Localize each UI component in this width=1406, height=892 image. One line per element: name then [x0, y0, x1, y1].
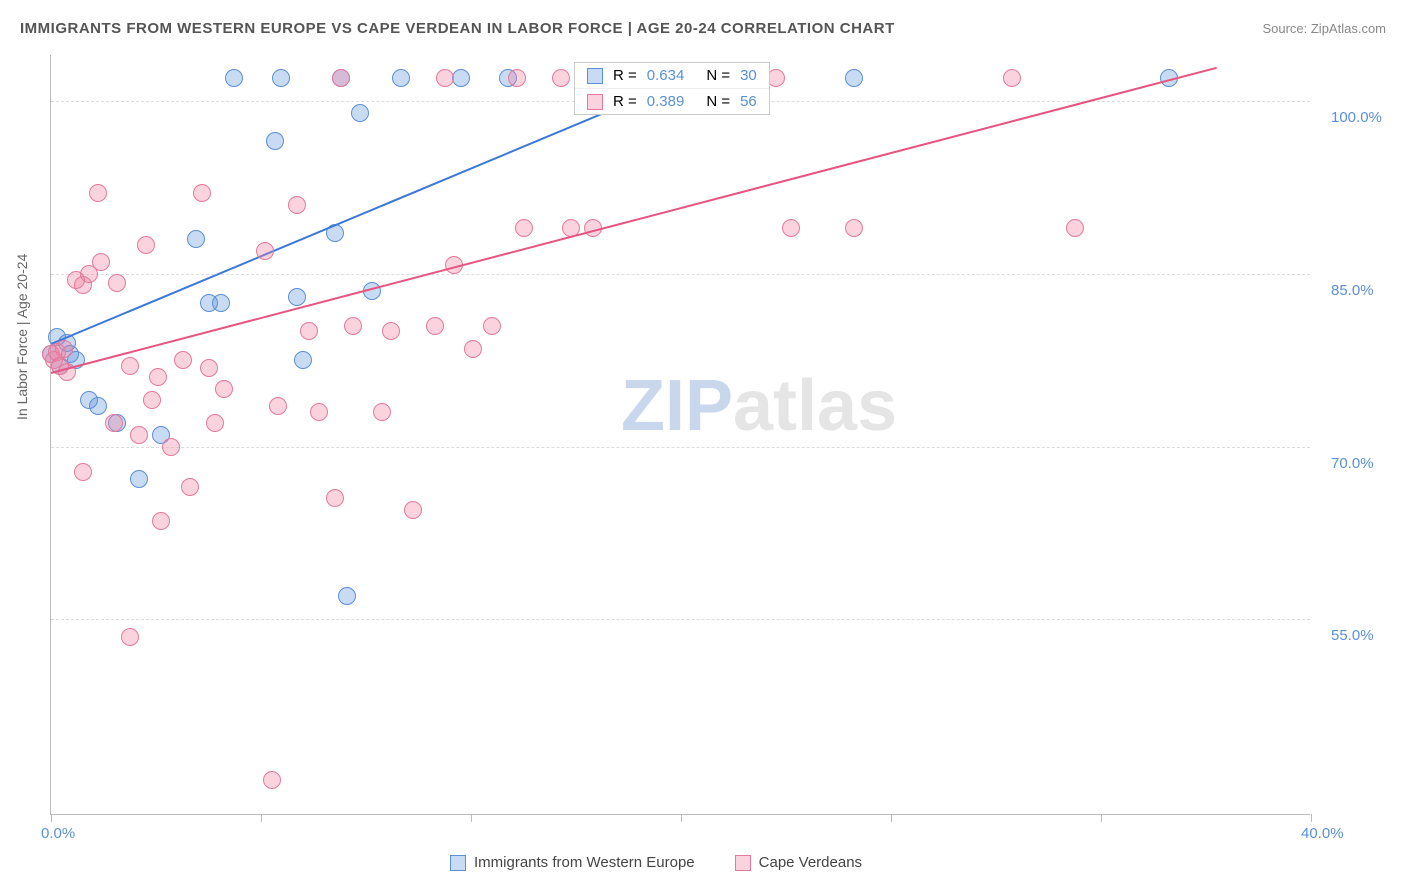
scatter-point — [404, 501, 422, 519]
scatter-point — [121, 357, 139, 375]
scatter-point — [215, 380, 233, 398]
scatter-point — [266, 132, 284, 150]
title-bar: IMMIGRANTS FROM WESTERN EUROPE VS CAPE V… — [20, 20, 1386, 37]
gridline — [51, 274, 1310, 275]
series-legend: Immigrants from Western Europe Cape Verde… — [450, 854, 862, 871]
scatter-point — [464, 340, 482, 358]
xtick — [471, 814, 472, 822]
scatter-point — [74, 463, 92, 481]
ytick-label: 100.0% — [1331, 109, 1382, 126]
scatter-point — [162, 438, 180, 456]
scatter-point — [436, 69, 454, 87]
scatter-point — [149, 368, 167, 386]
scatter-point — [206, 414, 224, 432]
scatter-chart: ZIPatlas 55.0%70.0%85.0%100.0%0.0%40.0% — [50, 55, 1310, 815]
legend-swatch — [587, 68, 603, 84]
scatter-point — [294, 351, 312, 369]
scatter-point — [181, 478, 199, 496]
scatter-point — [108, 274, 126, 292]
scatter-point — [143, 391, 161, 409]
scatter-point — [344, 317, 362, 335]
ytick-label: 70.0% — [1331, 455, 1374, 472]
scatter-point — [269, 397, 287, 415]
xtick-label: 0.0% — [41, 825, 75, 842]
scatter-point — [89, 397, 107, 415]
legend-row: R =0.634N =30 — [575, 63, 769, 88]
scatter-point — [256, 242, 274, 260]
source-label: Source: ZipAtlas.com — [1262, 21, 1386, 36]
scatter-point — [174, 351, 192, 369]
ytick-label: 85.0% — [1331, 282, 1374, 299]
scatter-point — [200, 359, 218, 377]
scatter-point — [392, 69, 410, 87]
scatter-point — [310, 403, 328, 421]
scatter-point — [300, 322, 318, 340]
scatter-point — [92, 253, 110, 271]
scatter-point — [326, 489, 344, 507]
scatter-point — [845, 219, 863, 237]
scatter-point — [225, 69, 243, 87]
gridline — [51, 619, 1310, 620]
scatter-point — [130, 426, 148, 444]
scatter-point — [382, 322, 400, 340]
scatter-point — [55, 340, 73, 358]
gridline — [51, 447, 1310, 448]
scatter-point — [1066, 219, 1084, 237]
xtick — [891, 814, 892, 822]
scatter-point — [288, 196, 306, 214]
scatter-point — [137, 236, 155, 254]
scatter-point — [508, 69, 526, 87]
ytick-label: 55.0% — [1331, 627, 1374, 644]
watermark: ZIPatlas — [621, 365, 897, 447]
scatter-point — [288, 288, 306, 306]
scatter-point — [338, 587, 356, 605]
y-axis-label: In Labor Force | Age 20-24 — [14, 254, 30, 420]
legend-swatch — [587, 94, 603, 110]
scatter-point — [130, 470, 148, 488]
scatter-point — [552, 69, 570, 87]
scatter-point — [193, 184, 211, 202]
scatter-point — [105, 414, 123, 432]
legend-row: R =0.389N =56 — [575, 88, 769, 114]
scatter-point — [187, 230, 205, 248]
scatter-point — [152, 512, 170, 530]
scatter-point — [89, 184, 107, 202]
scatter-point — [332, 69, 350, 87]
legend-swatch — [735, 855, 751, 871]
legend-item: Cape Verdeans — [735, 854, 862, 871]
xtick — [1101, 814, 1102, 822]
scatter-point — [515, 219, 533, 237]
scatter-point — [212, 294, 230, 312]
scatter-point — [845, 69, 863, 87]
xtick — [261, 814, 262, 822]
scatter-point — [373, 403, 391, 421]
correlation-legend: R =0.634N =30R =0.389N =56 — [574, 62, 770, 115]
scatter-point — [452, 69, 470, 87]
scatter-point — [1003, 69, 1021, 87]
scatter-point — [483, 317, 501, 335]
xtick — [681, 814, 682, 822]
scatter-point — [351, 104, 369, 122]
scatter-point — [263, 771, 281, 789]
scatter-point — [121, 628, 139, 646]
legend-item: Immigrants from Western Europe — [450, 854, 695, 871]
scatter-point — [272, 69, 290, 87]
scatter-point — [782, 219, 800, 237]
chart-title: IMMIGRANTS FROM WESTERN EUROPE VS CAPE V… — [20, 20, 895, 37]
scatter-point — [426, 317, 444, 335]
legend-swatch — [450, 855, 466, 871]
xtick — [1311, 814, 1312, 822]
xtick — [51, 814, 52, 822]
xtick-label: 40.0% — [1301, 825, 1344, 842]
